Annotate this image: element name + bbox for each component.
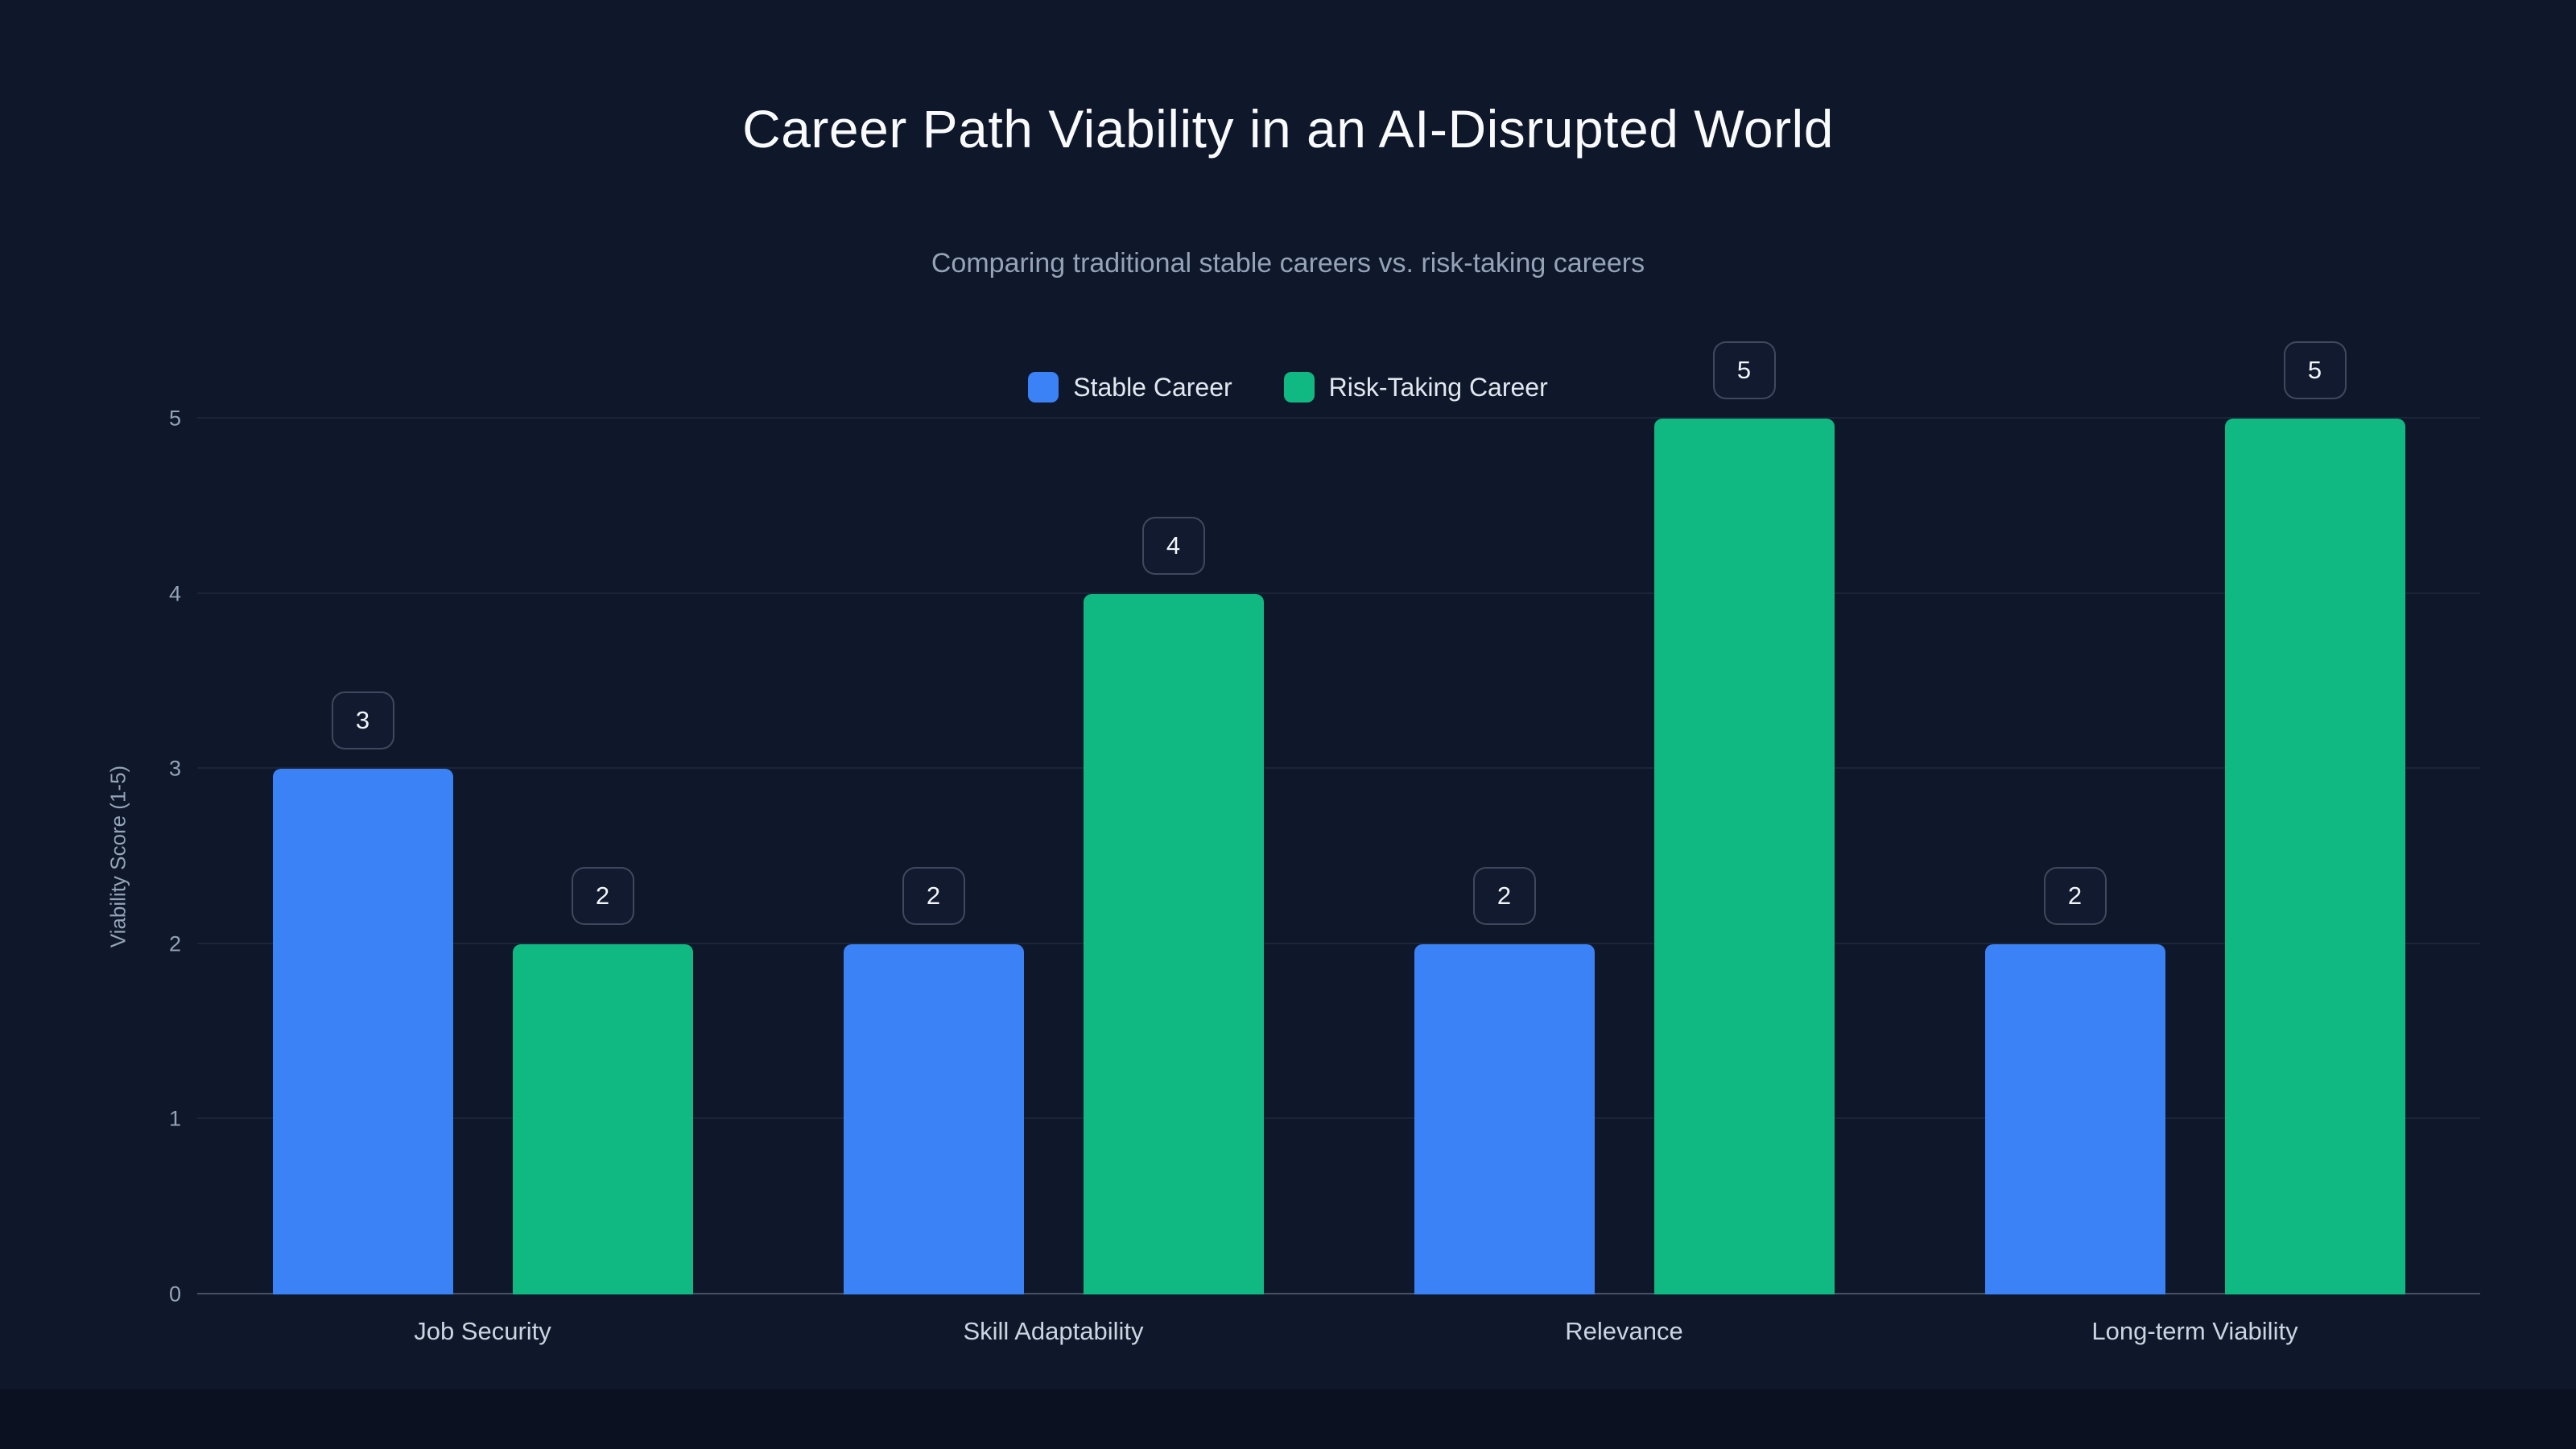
value-label-risk-taking-career-job-security: 2 [571, 866, 634, 925]
x-axis: Job Security Skill Adaptability Relevance L… [197, 1317, 2480, 1346]
chart-title: Career Path Viability in an AI-Disrupted… [742, 99, 1834, 159]
bar-risk-taking-career-job-security[interactable] [512, 943, 693, 1294]
bar-slot: 2 [512, 419, 693, 1294]
bar-stable-career-job-security[interactable] [272, 769, 453, 1294]
value-label-risk-taking-career-relevance: 5 [1712, 341, 1776, 399]
x-axis-label-long-term-viability: Long-term Viability [2091, 1317, 2298, 1345]
bar-slot: 3 [272, 419, 453, 1294]
bar-risk-taking-career-long-term-viability[interactable] [2224, 419, 2405, 1294]
value-label-risk-taking-career-long-term-viability: 5 [2283, 341, 2347, 399]
bar-slot: 5 [2224, 341, 2405, 1294]
legend-item-stable-career[interactable]: Stable Career [1028, 372, 1232, 402]
value-label-stable-career-job-security: 3 [331, 691, 394, 750]
legend-label-risk-taking-career: Risk-Taking Career [1328, 372, 1548, 402]
value-label-risk-taking-career-skill-adaptability: 4 [1141, 516, 1205, 575]
legend-swatch-stable-icon [1028, 372, 1059, 402]
y-tick-label-2: 2 [168, 931, 181, 956]
legend-label-stable-career: Stable Career [1073, 372, 1232, 402]
gridline-4 [197, 592, 2480, 594]
gridline-1 [197, 1117, 2480, 1120]
y-tick-label-0: 0 [168, 1282, 181, 1307]
bar-stable-career-relevance[interactable] [1414, 943, 1595, 1294]
x-axis-line [197, 1293, 2480, 1294]
y-axis: 0 1 2 3 4 5 [105, 407, 181, 1307]
y-tick-label-3: 3 [168, 756, 181, 781]
bar-slot: 4 [1083, 419, 1264, 1294]
y-tick-label-1: 1 [168, 1106, 181, 1131]
bar-slot: 2 [1984, 419, 2165, 1294]
legend-swatch-risk-taking-icon [1283, 372, 1315, 402]
bar-risk-taking-career-relevance[interactable] [1653, 419, 1835, 1294]
bar-slot: 5 [1653, 341, 1835, 1294]
value-label-stable-career-skill-adaptability: 2 [902, 866, 965, 925]
legend: Stable Career Risk-Taking Career [0, 372, 2576, 402]
bar-slot: 2 [843, 419, 1024, 1294]
value-label-stable-career-relevance: 2 [1472, 866, 1536, 925]
x-axis-label-job-security: Job Security [414, 1317, 551, 1345]
footer-strip [0, 1389, 2576, 1449]
x-axis-label-skill-adaptability: Skill Adaptability [963, 1317, 1144, 1345]
bar-slot: 2 [1414, 419, 1595, 1294]
chart-subtitle: Comparing traditional stable careers vs.… [931, 248, 1645, 279]
bar-risk-taking-career-skill-adaptability[interactable] [1083, 593, 1264, 1294]
bar-stable-career-long-term-viability[interactable] [1984, 943, 2165, 1294]
bar-stable-career-skill-adaptability[interactable] [843, 943, 1024, 1294]
y-tick-label-5: 5 [168, 406, 181, 431]
gridline-3 [197, 767, 2480, 770]
value-label-stable-career-long-term-viability: 2 [2043, 866, 2107, 925]
gridline-5 [197, 417, 2480, 419]
x-axis-label-relevance: Relevance [1565, 1317, 1683, 1345]
gridline-2 [197, 942, 2480, 944]
y-tick-label-4: 4 [168, 581, 181, 606]
legend-item-risk-taking-career[interactable]: Risk-Taking Career [1283, 372, 1548, 402]
